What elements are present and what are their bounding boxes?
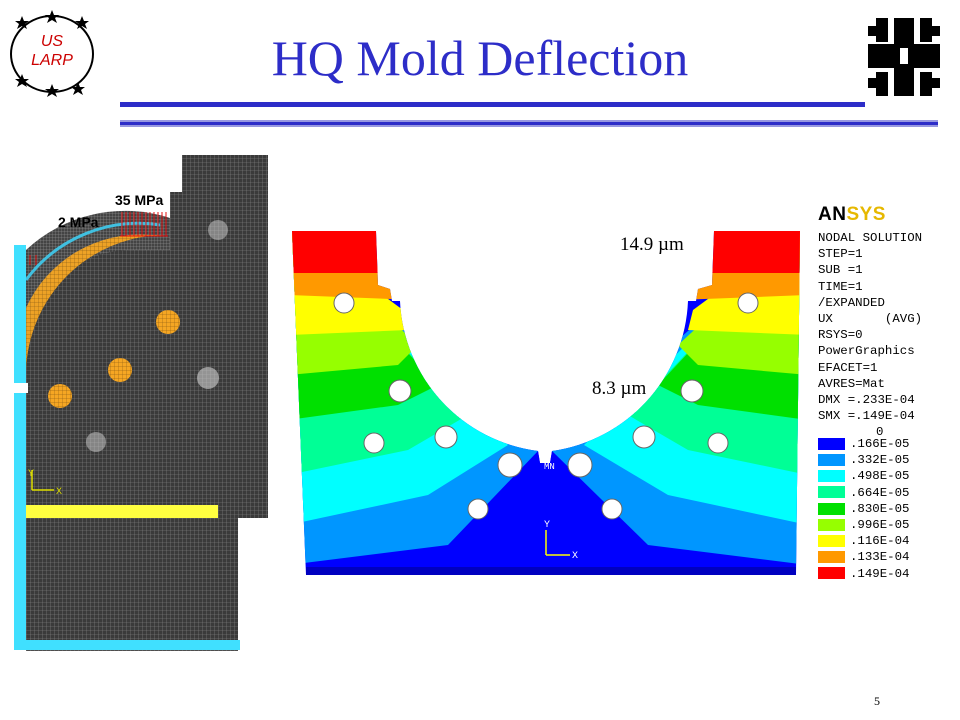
legend-value: .996E-05 xyxy=(850,518,910,532)
legend-row: .996E-05 xyxy=(818,517,910,533)
ansys-info-line: PowerGraphics xyxy=(818,344,915,359)
header-rule-bottom xyxy=(120,120,938,127)
left-triad-x: X xyxy=(56,486,62,496)
mx-marker: MX xyxy=(785,225,796,228)
star-icon xyxy=(15,16,29,29)
fermilab-logo xyxy=(868,18,940,96)
page-title: HQ Mold Deflection xyxy=(271,30,689,86)
legend-row: .830E-05 xyxy=(818,501,910,517)
legend-swatch xyxy=(818,551,845,564)
ansys-logo-an: AN xyxy=(818,204,847,225)
star-icon xyxy=(71,82,85,95)
pressure-label-35mpa: 35 MPa xyxy=(115,192,164,208)
legend-row: .332E-05 xyxy=(818,452,910,468)
legend-row: .664E-05 xyxy=(818,485,910,501)
ansys-info-block: NODAL SOLUTION STEP=1 SUB =1 TIME=1/EXPANDE… xyxy=(818,230,922,424)
right-contour-model: MX MN Y X xyxy=(292,225,800,575)
ansys-info-line: TIME=1 xyxy=(818,279,863,294)
legend-row: .116E-04 xyxy=(818,533,910,549)
header-rule-top xyxy=(120,102,865,107)
legend-value: .133E-04 xyxy=(850,550,910,565)
mid-deflection-label: 8.3 µm xyxy=(592,378,647,399)
legend-row: .166E-05 xyxy=(818,436,910,452)
legend-row: .133E-04 xyxy=(818,549,910,565)
legend-value: .116E-04 xyxy=(850,534,910,549)
legend-swatch xyxy=(818,518,845,531)
legend-value: .166E-05 xyxy=(850,437,910,451)
logo-us-text: US xyxy=(41,33,64,50)
ansys-logo: ANSYS xyxy=(818,204,886,226)
logo-larp-text: LARP xyxy=(31,52,73,69)
legend-swatch xyxy=(818,502,845,515)
left-triad-y: Y xyxy=(28,468,34,478)
legend-swatch xyxy=(818,486,845,499)
left-mesh-model: Y X xyxy=(14,155,268,651)
legend-value: .332E-05 xyxy=(850,453,910,468)
page-number: 5 xyxy=(874,694,880,708)
ansys-info-line: NODAL SOLUTION xyxy=(818,231,923,245)
ansys-info-line: EFACET=1 xyxy=(818,360,878,375)
legend-value: .664E-05 xyxy=(850,485,910,500)
star-icon xyxy=(75,16,89,29)
legend-zero: 0 xyxy=(876,425,884,439)
star-icon xyxy=(45,10,59,23)
star-icon xyxy=(45,84,59,97)
ansys-logo-sys: SYS xyxy=(846,204,886,225)
legend-swatch xyxy=(818,567,845,580)
legend-swatch xyxy=(818,534,845,547)
us-larp-logo: US LARP xyxy=(10,10,94,97)
legend-swatch xyxy=(818,437,845,450)
ansys-info-line: AVRES=Mat xyxy=(818,376,885,391)
mn-marker: MN xyxy=(544,462,555,472)
left-axis-triad: Y X xyxy=(28,468,62,496)
right-triad-x: X xyxy=(572,551,578,562)
right-triad-y: Y xyxy=(544,520,550,531)
max-deflection-label: 14.9 µm xyxy=(620,234,684,255)
ansys-info-line: UX (AVG) xyxy=(818,312,923,327)
legend-row: .149E-04 xyxy=(818,566,910,582)
ansys-info-line: DMX =.233E-04 xyxy=(818,393,915,408)
ansys-info-line: RSYS=0 xyxy=(818,328,863,343)
ansys-info-line: /EXPANDED xyxy=(818,295,885,310)
pressure-label-2mpa: 2 MPa xyxy=(58,214,99,230)
ansys-info-line: SUB =1 xyxy=(818,263,863,278)
right-axis-triad: Y X xyxy=(544,520,578,562)
star-icon xyxy=(15,74,29,87)
legend-value: .498E-05 xyxy=(850,469,910,484)
legend-value: .830E-05 xyxy=(850,501,910,516)
legend-swatch xyxy=(818,470,845,483)
legend-value: .149E-04 xyxy=(850,566,910,581)
legend-swatch xyxy=(818,453,845,466)
legend-row: .498E-05 xyxy=(818,468,910,484)
ansys-info-line: SMX =.149E-04 xyxy=(818,409,915,424)
ansys-info-line: STEP=1 xyxy=(818,247,863,262)
